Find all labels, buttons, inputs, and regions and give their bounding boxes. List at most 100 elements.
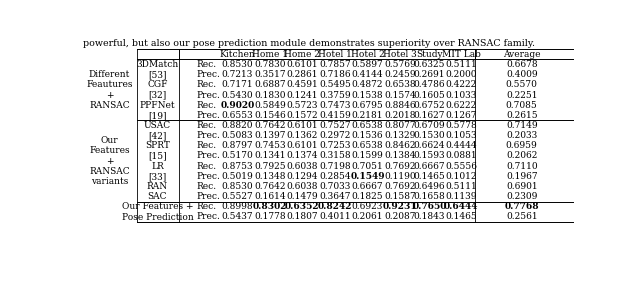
Text: 0.5111: 0.5111 [445, 182, 477, 191]
Text: 0.6101: 0.6101 [287, 121, 318, 130]
Text: 0.7642: 0.7642 [254, 121, 285, 130]
Text: Hotel 1: Hotel 1 [318, 50, 352, 59]
Text: 0.6325: 0.6325 [414, 60, 445, 69]
Text: SPRT
[15]: SPRT [15] [145, 141, 170, 161]
Text: 0.6624: 0.6624 [414, 141, 445, 150]
Text: 0.1593: 0.1593 [413, 151, 445, 160]
Text: Different
Feautures
+
RANSAC: Different Feautures + RANSAC [86, 70, 132, 110]
Text: 0.2309: 0.2309 [506, 192, 538, 201]
Text: 0.1267: 0.1267 [445, 111, 477, 120]
Text: 0.4011: 0.4011 [319, 213, 351, 222]
Text: 0.2615: 0.2615 [506, 111, 538, 120]
Text: Kitchen: Kitchen [220, 50, 255, 59]
Text: Rec.: Rec. [196, 141, 216, 150]
Text: Hotel 3: Hotel 3 [383, 50, 417, 59]
Text: Prec.: Prec. [196, 192, 220, 201]
Text: 0.1614: 0.1614 [254, 192, 285, 201]
Text: 0.7830: 0.7830 [254, 60, 285, 69]
Text: 0.7198: 0.7198 [319, 162, 351, 171]
Text: 0.4444: 0.4444 [445, 141, 477, 150]
Text: 0.4222: 0.4222 [445, 80, 477, 89]
Text: 0.7186: 0.7186 [319, 70, 351, 79]
Text: 0.7650: 0.7650 [412, 202, 447, 211]
Text: 0.6538: 0.6538 [352, 141, 383, 150]
Text: 0.8846: 0.8846 [384, 101, 416, 110]
Text: LR
[33]: LR [33] [148, 162, 166, 181]
Text: 0.4159: 0.4159 [319, 111, 351, 120]
Text: 0.1546: 0.1546 [254, 111, 285, 120]
Text: 0.6496: 0.6496 [413, 182, 445, 191]
Text: 0.1190: 0.1190 [384, 172, 416, 181]
Text: 0.7642: 0.7642 [254, 182, 285, 191]
Text: 0.5556: 0.5556 [445, 162, 477, 171]
Text: 0.5769: 0.5769 [384, 60, 416, 69]
Text: 0.1572: 0.1572 [287, 111, 318, 120]
Text: 0.8077: 0.8077 [384, 121, 416, 130]
Text: 0.2181: 0.2181 [352, 111, 383, 120]
Text: 0.6038: 0.6038 [287, 182, 318, 191]
Text: 0.6901: 0.6901 [506, 182, 538, 191]
Text: 0.7453: 0.7453 [254, 141, 285, 150]
Text: 0.1329: 0.1329 [385, 131, 416, 140]
Text: 0.1599: 0.1599 [351, 151, 383, 160]
Text: 0.5570: 0.5570 [506, 80, 538, 89]
Text: 0.3759: 0.3759 [319, 90, 351, 99]
Text: 0.2061: 0.2061 [352, 213, 383, 222]
Text: 0.8820: 0.8820 [221, 121, 253, 130]
Text: 0.8462: 0.8462 [385, 141, 416, 150]
Text: 0.7213: 0.7213 [221, 70, 253, 79]
Text: 0.6101: 0.6101 [287, 60, 318, 69]
Text: 0.0881: 0.0881 [445, 151, 477, 160]
Text: 0.2033: 0.2033 [506, 131, 538, 140]
Text: 0.4009: 0.4009 [506, 70, 538, 79]
Text: MIT Lab: MIT Lab [442, 50, 481, 59]
Text: 0.7171: 0.7171 [221, 80, 253, 89]
Text: Prec.: Prec. [196, 90, 220, 99]
Text: 0.2459: 0.2459 [384, 70, 416, 79]
Text: Home 2: Home 2 [285, 50, 321, 59]
Text: Prec.: Prec. [196, 151, 220, 160]
Text: 0.1530: 0.1530 [413, 131, 445, 140]
Text: 0.2861: 0.2861 [287, 70, 318, 79]
Text: Prec.: Prec. [196, 172, 220, 181]
Text: 0.2062: 0.2062 [506, 151, 538, 160]
Text: 0.6444: 0.6444 [444, 202, 479, 211]
Text: powerful, but also our pose prediction module demonstrates superiority over RANS: powerful, but also our pose prediction m… [83, 39, 535, 48]
Text: Rec.: Rec. [196, 162, 216, 171]
Text: RAN
SAC: RAN SAC [147, 182, 168, 201]
Text: 0.1384: 0.1384 [385, 151, 416, 160]
Text: 0.2251: 0.2251 [506, 90, 538, 99]
Text: 0.2561: 0.2561 [506, 213, 538, 222]
Text: 0.7110: 0.7110 [506, 162, 538, 171]
Text: 0.2087: 0.2087 [385, 213, 416, 222]
Text: Hotel 2: Hotel 2 [351, 50, 385, 59]
Text: 0.6222: 0.6222 [445, 101, 477, 110]
Text: 0.6887: 0.6887 [254, 80, 285, 89]
Text: 0.5897: 0.5897 [351, 60, 383, 69]
Text: 0.7033: 0.7033 [319, 182, 351, 191]
Text: 0.3647: 0.3647 [319, 192, 351, 201]
Text: 0.6795: 0.6795 [351, 101, 383, 110]
Text: 0.2854: 0.2854 [319, 172, 351, 181]
Text: 0.1549: 0.1549 [350, 172, 385, 181]
Text: 0.6667: 0.6667 [413, 162, 445, 171]
Text: Home 1: Home 1 [252, 50, 288, 59]
Text: 0.5083: 0.5083 [221, 131, 253, 140]
Text: 0.5019: 0.5019 [221, 172, 253, 181]
Text: 0.8530: 0.8530 [221, 182, 253, 191]
Text: 0.6101: 0.6101 [287, 141, 318, 150]
Text: 0.1374: 0.1374 [287, 151, 318, 160]
Text: 0.9020: 0.9020 [220, 101, 255, 110]
Text: 0.5849: 0.5849 [254, 101, 285, 110]
Text: Rec.: Rec. [196, 80, 216, 89]
Text: 0.6538: 0.6538 [352, 121, 383, 130]
Text: 0.1587: 0.1587 [384, 192, 416, 201]
Text: Our
Features
+
RANSAC
variants: Our Features + RANSAC variants [89, 136, 130, 186]
Text: 0.1348: 0.1348 [254, 172, 285, 181]
Text: 0.7527: 0.7527 [319, 121, 351, 130]
Text: 0.1830: 0.1830 [254, 90, 285, 99]
Text: Prec.: Prec. [196, 213, 220, 222]
Text: 0.7768: 0.7768 [504, 202, 539, 211]
Text: 0.1053: 0.1053 [445, 131, 477, 140]
Text: 0.2018: 0.2018 [385, 111, 416, 120]
